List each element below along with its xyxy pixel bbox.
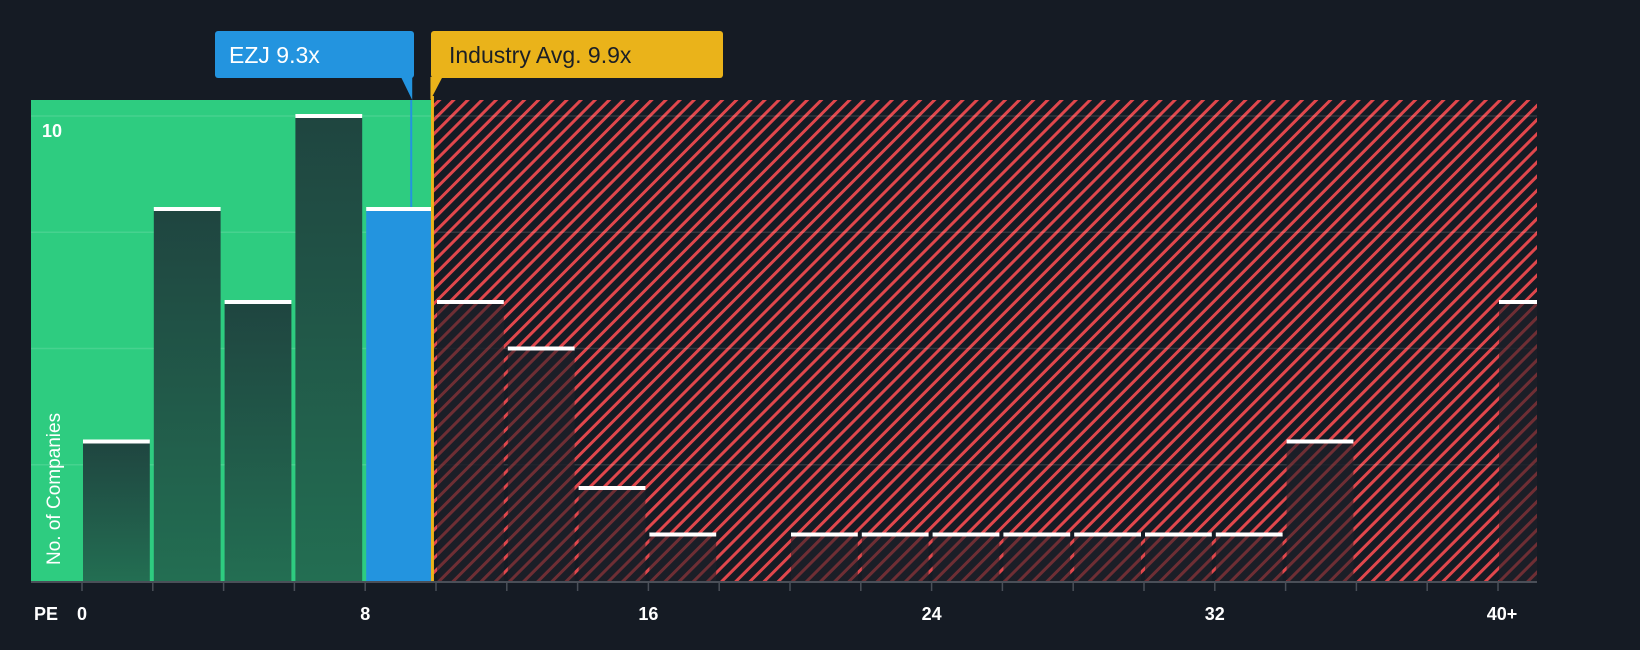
bar-body — [437, 302, 504, 581]
bar-cap — [932, 532, 1000, 537]
histogram-bar-16-18 — [649, 532, 717, 581]
company-callout-label: EZJ 9.3x — [229, 42, 320, 68]
bar-cap — [1003, 532, 1071, 537]
bar-cap — [153, 207, 221, 211]
bar-cap — [366, 207, 433, 211]
histogram-bar-6-8 — [295, 114, 363, 581]
x-tick-label: 32 — [1205, 604, 1225, 624]
industry-callout-box — [431, 31, 723, 78]
histogram-bar-8-10 — [366, 207, 433, 581]
y-axis-title: No. of Companies — [44, 413, 65, 565]
bar-body — [578, 488, 646, 581]
industry-callout-pointer — [430, 77, 443, 100]
histogram-bar-12-14 — [507, 346, 575, 581]
x-axis-title: PE — [34, 604, 58, 624]
industry-callout: Industry Avg. 9.9x — [430, 31, 723, 100]
histogram-bar-28-30 — [1074, 532, 1141, 581]
bar-body — [366, 209, 433, 581]
bar-body — [153, 209, 221, 581]
bar-body — [791, 534, 858, 581]
bar-body — [507, 348, 575, 581]
bar-cap — [861, 532, 929, 537]
x-tick-label: 0 — [77, 604, 87, 624]
bar-body — [1145, 534, 1212, 581]
histogram-bar-34-36 — [1286, 439, 1354, 581]
histogram-bar-2-4 — [153, 207, 221, 581]
histogram-bar-26-28 — [1003, 532, 1071, 581]
bar-cap — [437, 300, 504, 304]
company-callout: EZJ 9.3x — [215, 31, 414, 100]
bar-cap — [1286, 439, 1354, 444]
x-axis — [31, 581, 1537, 591]
histogram-bar-24-26 — [932, 532, 1000, 581]
histogram-bars — [83, 114, 1537, 581]
industry-callout-label: Industry Avg. 9.9x — [449, 42, 632, 68]
histogram-bar-32-34 — [1215, 532, 1283, 581]
y-tick-label: 10 — [42, 121, 62, 141]
axis-labels: 10 No. of Companies PE 0 8 16 24 32 40+ — [34, 121, 1517, 624]
bar-cap — [1074, 532, 1141, 537]
x-tick-label: 24 — [922, 604, 942, 624]
bar-cap — [295, 114, 363, 118]
bar-body — [861, 534, 929, 581]
bar-body — [1074, 534, 1141, 581]
bar-body — [224, 302, 292, 581]
x-tick-label: 40+ — [1487, 604, 1518, 624]
bar-body — [83, 441, 150, 581]
histogram-bar-30-32 — [1145, 532, 1212, 581]
histogram-bar-10-12 — [437, 300, 504, 581]
bar-cap — [224, 300, 292, 304]
bar-cap — [83, 439, 150, 444]
x-tick-label: 16 — [638, 604, 658, 624]
bar-cap — [791, 532, 858, 537]
bar-body — [932, 534, 1000, 581]
bar-cap — [1499, 300, 1537, 304]
company-callout-pointer — [401, 77, 413, 100]
bar-body — [1286, 441, 1354, 581]
histogram-bar-4-6 — [224, 300, 292, 581]
histogram-bar-14-16 — [578, 486, 646, 581]
bar-body — [295, 116, 363, 581]
bar-cap — [578, 486, 646, 490]
bar-body — [1215, 534, 1283, 581]
bar-body — [1003, 534, 1071, 581]
histogram-bar-40+ — [1499, 300, 1537, 581]
bar-cap — [1145, 532, 1212, 537]
histogram-bar-0-2 — [83, 439, 150, 581]
bar-body — [1499, 302, 1537, 581]
value-markers: EZJ 9.3x Industry Avg. 9.9x — [215, 31, 723, 581]
histogram-bar-20-22 — [791, 532, 858, 581]
histogram-bar-22-24 — [861, 532, 929, 581]
company-callout-box — [215, 31, 414, 78]
bar-cap — [649, 532, 717, 537]
x-tick-label: 8 — [360, 604, 370, 624]
bar-cap — [507, 346, 575, 351]
bar-body — [649, 534, 717, 581]
bar-cap — [1215, 532, 1283, 537]
